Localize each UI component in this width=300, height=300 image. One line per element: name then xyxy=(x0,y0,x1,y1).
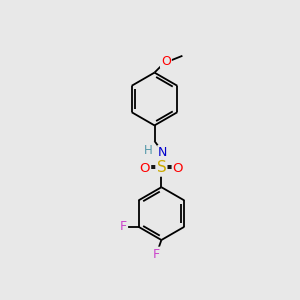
Text: N: N xyxy=(158,146,168,159)
Text: O: O xyxy=(173,161,183,175)
Text: O: O xyxy=(140,161,150,175)
Text: O: O xyxy=(161,55,171,68)
Text: S: S xyxy=(157,160,166,175)
Text: F: F xyxy=(120,220,127,233)
Text: H: H xyxy=(144,144,153,158)
Text: F: F xyxy=(152,248,160,261)
